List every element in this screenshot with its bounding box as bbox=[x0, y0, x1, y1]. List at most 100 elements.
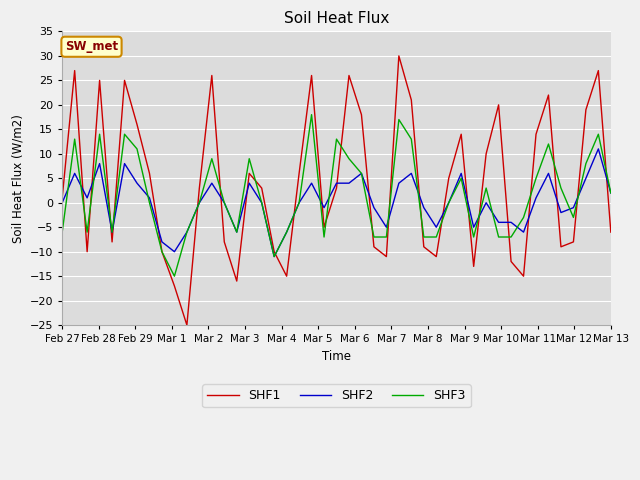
SHF3 bbox=[58, 229, 66, 235]
SHF2 bbox=[171, 249, 179, 254]
SHF2 bbox=[395, 180, 403, 186]
SHF1 bbox=[370, 244, 378, 250]
SHF1 bbox=[133, 121, 141, 127]
SHF2 bbox=[557, 210, 564, 216]
SHF1 bbox=[545, 92, 552, 98]
SHF1 bbox=[245, 170, 253, 176]
SHF3 bbox=[233, 229, 241, 235]
SHF1 bbox=[458, 132, 465, 137]
SHF1 bbox=[283, 273, 291, 279]
SHF2 bbox=[345, 180, 353, 186]
SHF2 bbox=[433, 224, 440, 230]
SHF2 bbox=[133, 180, 141, 186]
SHF2 bbox=[607, 190, 614, 196]
SHF1 bbox=[108, 239, 116, 245]
SHF1 bbox=[71, 68, 79, 73]
SHF3 bbox=[383, 234, 390, 240]
SHF3 bbox=[208, 156, 216, 162]
SHF3 bbox=[146, 200, 154, 205]
SHF3 bbox=[183, 229, 191, 235]
SHF2 bbox=[470, 224, 477, 230]
Line: SHF3: SHF3 bbox=[62, 115, 611, 276]
SHF1 bbox=[220, 239, 228, 245]
SHF3 bbox=[171, 273, 179, 279]
SHF2 bbox=[370, 205, 378, 211]
SHF1 bbox=[607, 229, 614, 235]
SHF3 bbox=[358, 170, 365, 176]
SHF2 bbox=[258, 200, 266, 205]
SHF3 bbox=[333, 136, 340, 142]
SHF2 bbox=[383, 224, 390, 230]
SHF1 bbox=[83, 249, 91, 254]
SHF1 bbox=[433, 254, 440, 260]
SHF1 bbox=[146, 170, 154, 176]
SHF2 bbox=[295, 200, 303, 205]
SHF2 bbox=[96, 161, 104, 167]
SHF3 bbox=[133, 146, 141, 152]
SHF2 bbox=[445, 200, 452, 205]
SHF1 bbox=[333, 185, 340, 191]
SHF3 bbox=[557, 185, 564, 191]
SHF3 bbox=[532, 175, 540, 181]
SHF1 bbox=[308, 72, 316, 78]
SHF3 bbox=[508, 234, 515, 240]
SHF3 bbox=[258, 200, 266, 205]
SHF3 bbox=[420, 234, 428, 240]
SHF3 bbox=[158, 249, 166, 254]
SHF1 bbox=[121, 77, 129, 83]
SHF1 bbox=[520, 273, 527, 279]
Legend: SHF1, SHF2, SHF3: SHF1, SHF2, SHF3 bbox=[202, 384, 470, 407]
SHF1 bbox=[171, 283, 179, 289]
SHF3 bbox=[395, 117, 403, 122]
Title: Soil Heat Flux: Soil Heat Flux bbox=[284, 11, 389, 26]
SHF3 bbox=[607, 190, 614, 196]
SHF2 bbox=[220, 200, 228, 205]
SHF1 bbox=[445, 175, 452, 181]
SHF3 bbox=[483, 185, 490, 191]
Line: SHF1: SHF1 bbox=[62, 56, 611, 325]
SHF1 bbox=[195, 185, 203, 191]
SHF3 bbox=[283, 229, 291, 235]
SHF3 bbox=[545, 141, 552, 147]
X-axis label: Time: Time bbox=[322, 350, 351, 363]
SHF1 bbox=[408, 97, 415, 103]
SHF2 bbox=[183, 229, 191, 235]
SHF2 bbox=[582, 175, 589, 181]
SHF1 bbox=[345, 72, 353, 78]
SHF2 bbox=[146, 195, 154, 201]
SHF2 bbox=[108, 229, 116, 235]
SHF2 bbox=[508, 219, 515, 225]
SHF3 bbox=[408, 136, 415, 142]
SHF3 bbox=[295, 200, 303, 205]
SHF2 bbox=[208, 180, 216, 186]
SHF3 bbox=[71, 136, 79, 142]
SHF2 bbox=[458, 170, 465, 176]
SHF2 bbox=[58, 200, 66, 205]
SHF3 bbox=[108, 229, 116, 235]
SHF1 bbox=[208, 72, 216, 78]
SHF2 bbox=[283, 229, 291, 235]
SHF2 bbox=[71, 170, 79, 176]
SHF2 bbox=[121, 161, 129, 167]
SHF3 bbox=[582, 161, 589, 167]
Y-axis label: Soil Heat Flux (W/m2): Soil Heat Flux (W/m2) bbox=[11, 114, 24, 243]
SHF2 bbox=[195, 200, 203, 205]
SHF2 bbox=[333, 180, 340, 186]
SHF2 bbox=[320, 205, 328, 211]
SHF1 bbox=[470, 264, 477, 269]
SHF1 bbox=[570, 239, 577, 245]
SHF3 bbox=[495, 234, 502, 240]
SHF2 bbox=[270, 254, 278, 260]
SHF3 bbox=[245, 156, 253, 162]
SHF1 bbox=[270, 249, 278, 254]
SHF1 bbox=[395, 53, 403, 59]
SHF1 bbox=[383, 254, 390, 260]
SHF2 bbox=[233, 229, 241, 235]
SHF1 bbox=[358, 112, 365, 118]
SHF3 bbox=[345, 156, 353, 162]
SHF3 bbox=[308, 112, 316, 118]
SHF3 bbox=[470, 234, 477, 240]
SHF3 bbox=[520, 215, 527, 220]
SHF1 bbox=[183, 322, 191, 328]
SHF2 bbox=[420, 205, 428, 211]
